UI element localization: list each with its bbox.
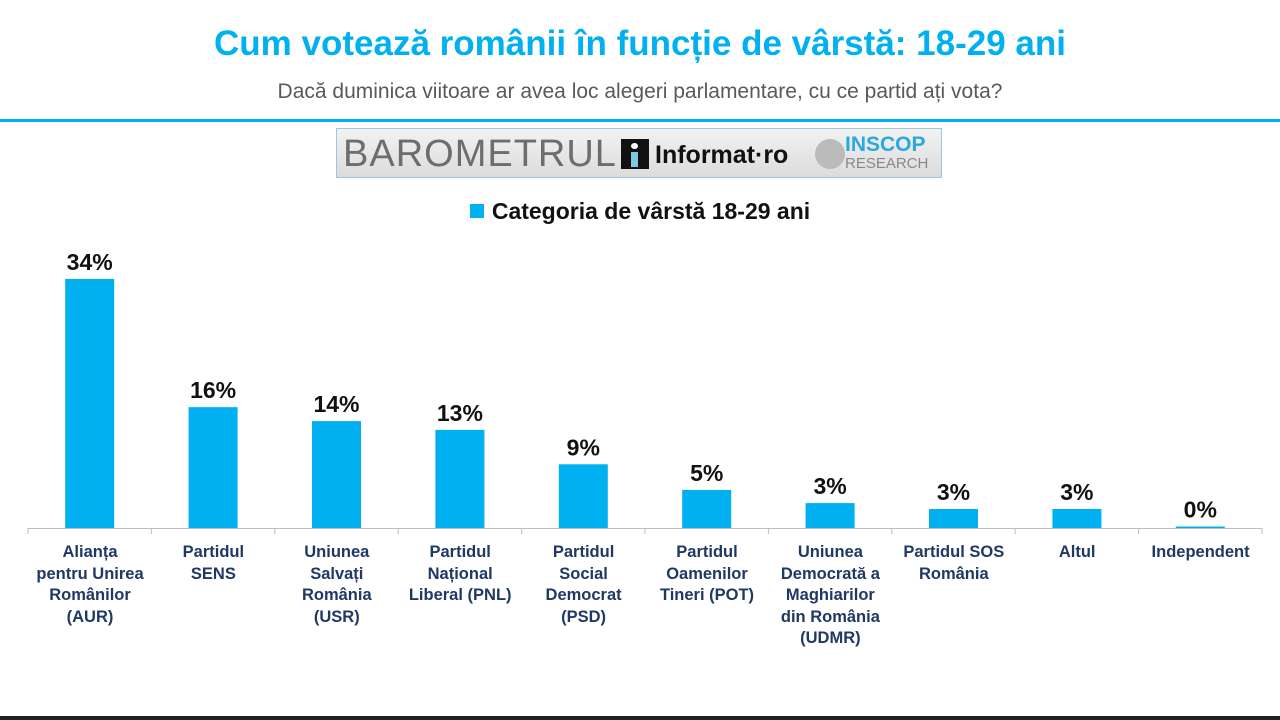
informat-logo-icon <box>621 139 649 169</box>
bar <box>805 503 855 528</box>
bar <box>312 421 361 528</box>
data-label: 3% <box>937 479 970 505</box>
category-label: Partidul SOS România <box>903 543 1005 583</box>
bar <box>929 508 978 528</box>
category-label: Altul <box>1058 543 1096 561</box>
data-label: 5% <box>690 460 723 486</box>
inscop-research-logo: RESEARCH <box>845 155 929 172</box>
category-label: Partidul SENS <box>182 543 245 583</box>
legend-label: Categoria de vârstă 18-29 ani <box>491 198 811 224</box>
category-label: Uniunea Salvați România (USR) <box>301 543 372 626</box>
bottom-border <box>0 716 1280 720</box>
category-label: Partidul Național Liberal (PNL) <box>408 543 512 604</box>
bar <box>435 429 485 528</box>
data-label: 3% <box>1060 479 1093 505</box>
divider <box>0 119 1280 122</box>
category-label: Uniunea Democrată a Maghiarilor din România… <box>780 543 880 647</box>
informat-logo: Informat·ro <box>655 141 789 169</box>
data-label: 14% <box>313 391 359 417</box>
sponsor-logo-banner: BAROMETRUL Informat·ro INSCOP RESEARCH <box>336 128 942 178</box>
data-label: 34% <box>67 249 113 275</box>
chart-title: Cum votează românii în funcție de vârstă… <box>214 24 1066 63</box>
inscop-logo: INSCOP <box>845 133 926 156</box>
chart-subtitle: Dacă duminica viitoare ar avea loc alege… <box>277 80 1003 103</box>
bar <box>558 464 608 528</box>
data-label: 16% <box>190 377 236 403</box>
data-label: 0% <box>1184 497 1217 523</box>
data-label: 3% <box>813 473 846 499</box>
category-label: Independent <box>1151 543 1250 561</box>
legend-swatch <box>469 204 484 218</box>
bar <box>188 407 238 528</box>
category-label: Partidul Oamenilor Tineri (POT) <box>659 543 755 604</box>
bar <box>1052 508 1102 528</box>
data-label: 13% <box>437 400 483 426</box>
barometrul-logo: BAROMETRUL <box>343 133 617 175</box>
bar <box>65 279 115 528</box>
inscop-logo-icon <box>815 139 845 169</box>
data-label: 9% <box>567 434 600 460</box>
legend: Categoria de vârstă 18-29 ani <box>0 198 1280 225</box>
bar <box>1175 526 1225 528</box>
bar <box>682 489 732 528</box>
category-label: Alianța pentru Unirea Românilor (AUR) <box>36 543 144 626</box>
category-label: Partidul Social Democrat (PSD) <box>545 543 622 626</box>
